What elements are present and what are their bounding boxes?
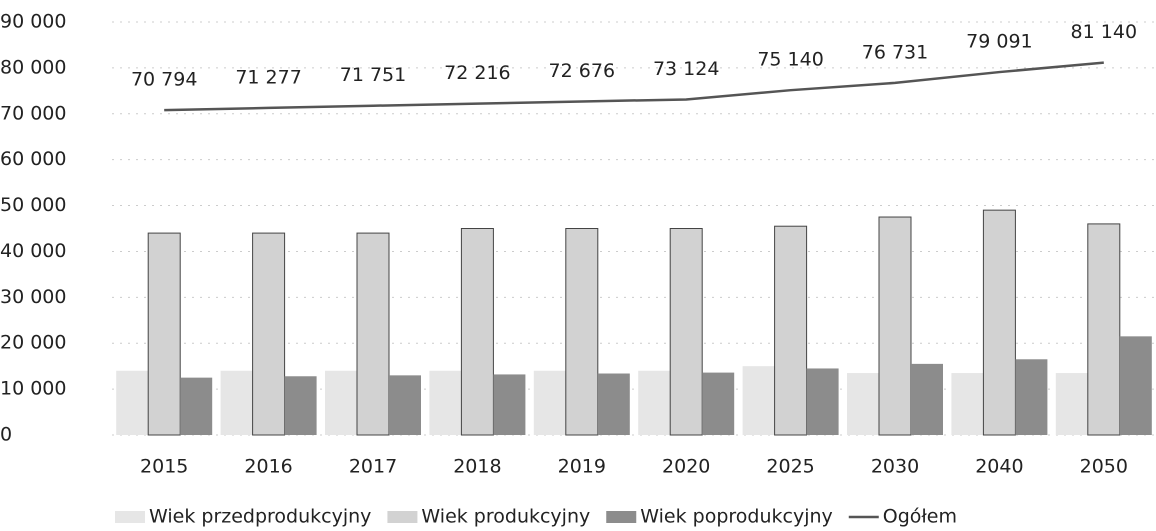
legend-swatch: [606, 511, 637, 523]
x-tick-label: 2020: [662, 456, 710, 478]
bar: [1015, 359, 1048, 435]
bar: [1087, 223, 1121, 436]
legend-swatch: [387, 511, 418, 523]
data-label: 72 676: [549, 60, 615, 82]
bar: [982, 209, 1016, 436]
x-tick-label: 2030: [871, 456, 919, 478]
legend-label: Wiek poprodukcyjny: [640, 506, 833, 528]
bar: [638, 370, 671, 435]
bar: [389, 375, 421, 435]
bar: [284, 376, 317, 435]
x-tick-label: 2015: [140, 456, 188, 478]
bar: [116, 370, 149, 435]
x-tick-label: 2016: [244, 456, 292, 478]
x-tick-label: 2019: [558, 456, 606, 478]
data-label: 70 794: [131, 69, 197, 91]
data-label: 72 216: [444, 62, 510, 84]
legend-label: Wiek produkcyjny: [421, 506, 590, 528]
data-label: 71 277: [235, 66, 301, 88]
data-label: 75 140: [757, 49, 823, 71]
bar: [220, 370, 253, 435]
line: [164, 61, 1104, 112]
data-label: 76 731: [862, 41, 928, 63]
y-tick-label: 10 000: [0, 378, 66, 400]
data-label: 81 140: [1071, 21, 1137, 43]
y-tick-label: 0: [0, 424, 12, 446]
bar: [847, 373, 879, 435]
legend-swatch: [115, 511, 145, 523]
x-tick-label: 2025: [766, 456, 814, 478]
data-label: 79 091: [966, 31, 1032, 53]
y-tick-label: 60 000: [0, 148, 66, 170]
y-tick-label: 70 000: [0, 102, 66, 124]
bar: [702, 372, 735, 435]
x-tick-label: 2018: [453, 456, 501, 478]
bar: [252, 232, 286, 436]
y-tick-label: 90 000: [0, 11, 66, 33]
bar: [356, 232, 390, 436]
bar: [669, 228, 703, 436]
bar: [774, 225, 808, 436]
legend-label: Wiek przedprodukcyjny: [149, 506, 371, 528]
x-tick-label: 2040: [975, 456, 1023, 478]
bar: [180, 377, 213, 435]
x-tick-label: 2017: [349, 456, 397, 478]
bar: [493, 374, 526, 435]
bar: [325, 370, 357, 435]
bar: [878, 216, 912, 436]
y-tick-label: 30 000: [0, 286, 66, 308]
bar: [565, 228, 599, 436]
bar: [911, 363, 943, 435]
bar: [742, 366, 775, 435]
data-label: 71 751: [340, 64, 406, 86]
y-tick-label: 40 000: [0, 240, 66, 262]
bar: [533, 370, 566, 435]
bar: [806, 368, 839, 435]
bar: [1119, 336, 1152, 435]
bar: [597, 373, 630, 435]
bar: [429, 370, 462, 435]
bar: [147, 232, 181, 436]
legend-label: Ogółem: [883, 506, 957, 528]
y-tick-label: 20 000: [0, 332, 66, 354]
bar: [951, 373, 984, 435]
y-tick-label: 50 000: [0, 194, 66, 216]
data-label: 73 124: [653, 58, 719, 80]
bar: [460, 228, 494, 436]
x-tick-label: 2050: [1080, 456, 1128, 478]
bar: [1055, 373, 1088, 435]
y-tick-label: 80 000: [0, 56, 66, 78]
